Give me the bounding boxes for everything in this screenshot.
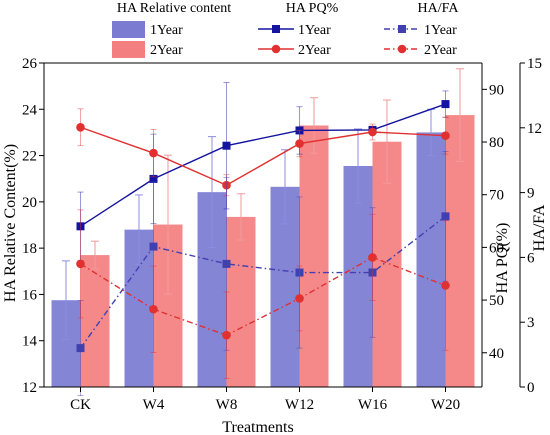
right2-tick-label: 6 <box>527 250 535 266</box>
marker-ha-pq--2year-w20 <box>441 131 450 141</box>
line-ha-pq--1year <box>80 103 446 227</box>
x-axis-label: Treatments <box>222 419 293 435</box>
legend-label: 1Year <box>424 23 457 38</box>
right2-tick-label: 0 <box>527 380 535 396</box>
legend-group-title: HA Relative content <box>117 1 231 16</box>
marker-ha-fa-2year-w20 <box>441 281 450 290</box>
legend-marker <box>271 44 281 54</box>
left-tick-label: 26 <box>22 56 38 72</box>
legend-group-title: HA PQ% <box>286 1 339 16</box>
marker-ha-pq--2year-w12 <box>295 139 304 148</box>
bar-ha-relative-content-2year-w12 <box>299 125 329 387</box>
legend-marker <box>398 25 406 33</box>
legend-marker <box>272 25 280 33</box>
marker-ha-fa-2year-w8 <box>222 330 231 340</box>
legend-label: 1Year <box>150 23 183 38</box>
right1-tick-label: 70 <box>489 188 504 204</box>
left-tick-label: 24 <box>22 102 38 118</box>
left-tick-label: 12 <box>22 380 37 396</box>
right1-tick-label: 60 <box>489 240 504 256</box>
bar-ha-relative-content-2year-ck <box>80 255 110 387</box>
x-tick-label: CK <box>70 397 91 413</box>
line-ha-fa-1year <box>79 215 446 349</box>
legend: HA Relative content 1Year 2Year HA PQ% 1Year… <box>112 1 459 58</box>
right1-axis-label: HA PQ(%) <box>494 223 511 294</box>
marker-ha-fa-2year-w12 <box>295 294 304 303</box>
line-ha-fa-2year <box>80 256 446 336</box>
marker-ha-fa-1year-w8 <box>222 259 231 268</box>
axes-layer: 12 14 16 18 20 22 24 26 40 50 60 70 80 90 0 3 6 9 12 15 CK W4… <box>22 56 542 413</box>
x-tick-label: W20 <box>431 397 460 413</box>
x-tick-label: W12 <box>285 397 314 413</box>
marker-ha-pq--2year-w4 <box>149 148 158 158</box>
right2-tick-label: 15 <box>527 56 542 72</box>
marker-ha-fa-2year-w16 <box>368 253 377 262</box>
marker-ha-fa-1year-w20 <box>441 212 450 221</box>
right2-axis-label: HA/FA <box>531 204 548 251</box>
right2-tick-label: 9 <box>527 186 535 202</box>
left-tick-label: 18 <box>22 241 37 257</box>
marker-ha-pq--1year-w4 <box>149 174 158 183</box>
marker-ha-fa-1year-w4 <box>149 242 158 251</box>
left-axis-label: HA Relative Content(%) <box>2 144 19 302</box>
plot-layer <box>51 68 475 397</box>
left-tick-label: 20 <box>22 195 37 211</box>
legend-group-title: HA/FA <box>418 1 460 16</box>
right1-tick-label: 90 <box>489 82 504 98</box>
legend-label: 2Year <box>424 43 457 58</box>
right1-tick-label: 50 <box>489 293 504 309</box>
marker-ha-fa-1year-ck <box>76 344 85 353</box>
right2-tick-label: 12 <box>527 121 542 137</box>
marker-ha-pq--1year-w20 <box>441 100 450 109</box>
legend-swatch-1year <box>112 21 145 38</box>
legend-label: 2Year <box>298 43 331 58</box>
marker-ha-fa-2year-ck <box>76 259 85 269</box>
legend-label: 2Year <box>150 43 183 58</box>
left-tick-label: 14 <box>22 334 38 350</box>
bar-ha-relative-content-2year-w8 <box>226 216 256 387</box>
legend-swatch-2year <box>112 41 145 58</box>
x-tick-label: W8 <box>216 397 238 413</box>
right1-tick-label: 80 <box>489 135 504 151</box>
marker-ha-pq--2year-w16 <box>368 127 377 137</box>
marker-ha-pq--2year-ck <box>76 122 85 132</box>
right2-tick-label: 3 <box>527 315 535 331</box>
x-tick-label: W16 <box>358 397 388 413</box>
marker-ha-fa-2year-w4 <box>149 304 158 314</box>
right1-tick-label: 40 <box>489 346 504 362</box>
x-tick-label: W4 <box>143 397 165 413</box>
line-ha-pq--2year <box>80 126 446 187</box>
left-tick-label: 16 <box>22 287 38 303</box>
marker-ha-pq--1year-w8 <box>222 141 231 150</box>
legend-label: 1Year <box>298 23 331 38</box>
legend-marker <box>397 44 407 54</box>
bar-ha-relative-content-1year-w20 <box>416 132 446 387</box>
left-tick-label: 22 <box>22 149 37 165</box>
